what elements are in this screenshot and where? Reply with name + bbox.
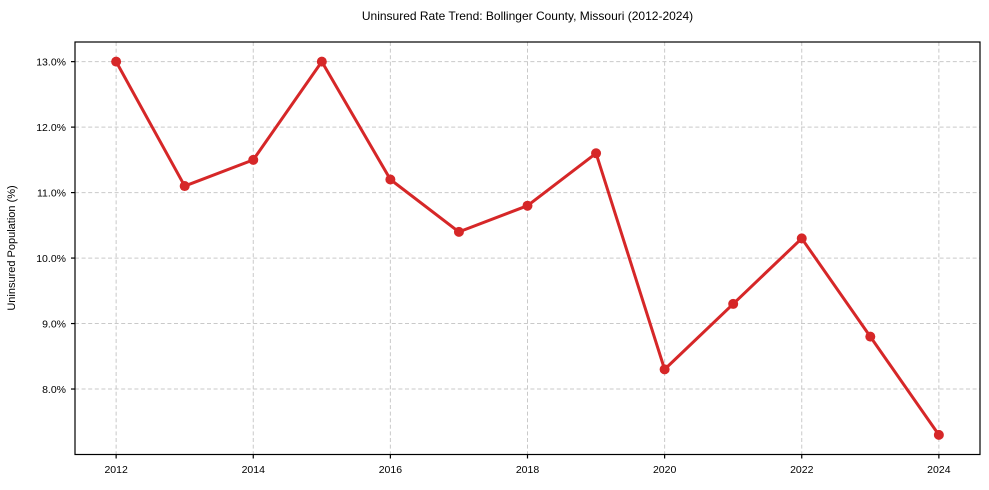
y-axis-label: Uninsured Population (%) <box>6 185 18 310</box>
y-tick-label: 12.0% <box>36 122 66 134</box>
y-tick-label: 11.0% <box>37 187 66 199</box>
y-tick-label: 10.0% <box>36 253 66 265</box>
data-point <box>591 148 602 159</box>
data-point <box>796 233 807 244</box>
x-tick-label: 2016 <box>379 464 403 476</box>
x-tick-label: 2022 <box>790 464 814 476</box>
data-point <box>316 56 327 67</box>
data-point <box>385 174 396 185</box>
data-point <box>522 200 533 211</box>
y-tick-label: 13.0% <box>36 56 66 68</box>
gridlines <box>75 42 980 455</box>
x-tick-label: 2012 <box>104 464 128 476</box>
data-point <box>865 331 876 342</box>
y-tick-label: 8.0% <box>42 384 66 396</box>
y-tick-label: 9.0% <box>42 318 66 330</box>
axes: 2012 2014 2016 2018 2020 2022 2024 8.0% 9.0% 10.0… <box>36 41 981 476</box>
data-series <box>111 56 944 440</box>
data-point <box>933 429 944 440</box>
x-tick-label: 2018 <box>516 464 540 476</box>
data-point <box>111 56 122 67</box>
x-tick-label: 2014 <box>242 464 266 476</box>
data-point <box>453 226 464 237</box>
data-point <box>728 298 739 309</box>
data-point <box>659 364 670 375</box>
data-point <box>248 154 259 165</box>
data-point <box>179 181 190 192</box>
x-tick-label: 2020 <box>653 464 677 476</box>
chart-title: Uninsured Rate Trend: Bollinger County, … <box>362 9 693 23</box>
x-tick-label: 2024 <box>927 464 951 476</box>
